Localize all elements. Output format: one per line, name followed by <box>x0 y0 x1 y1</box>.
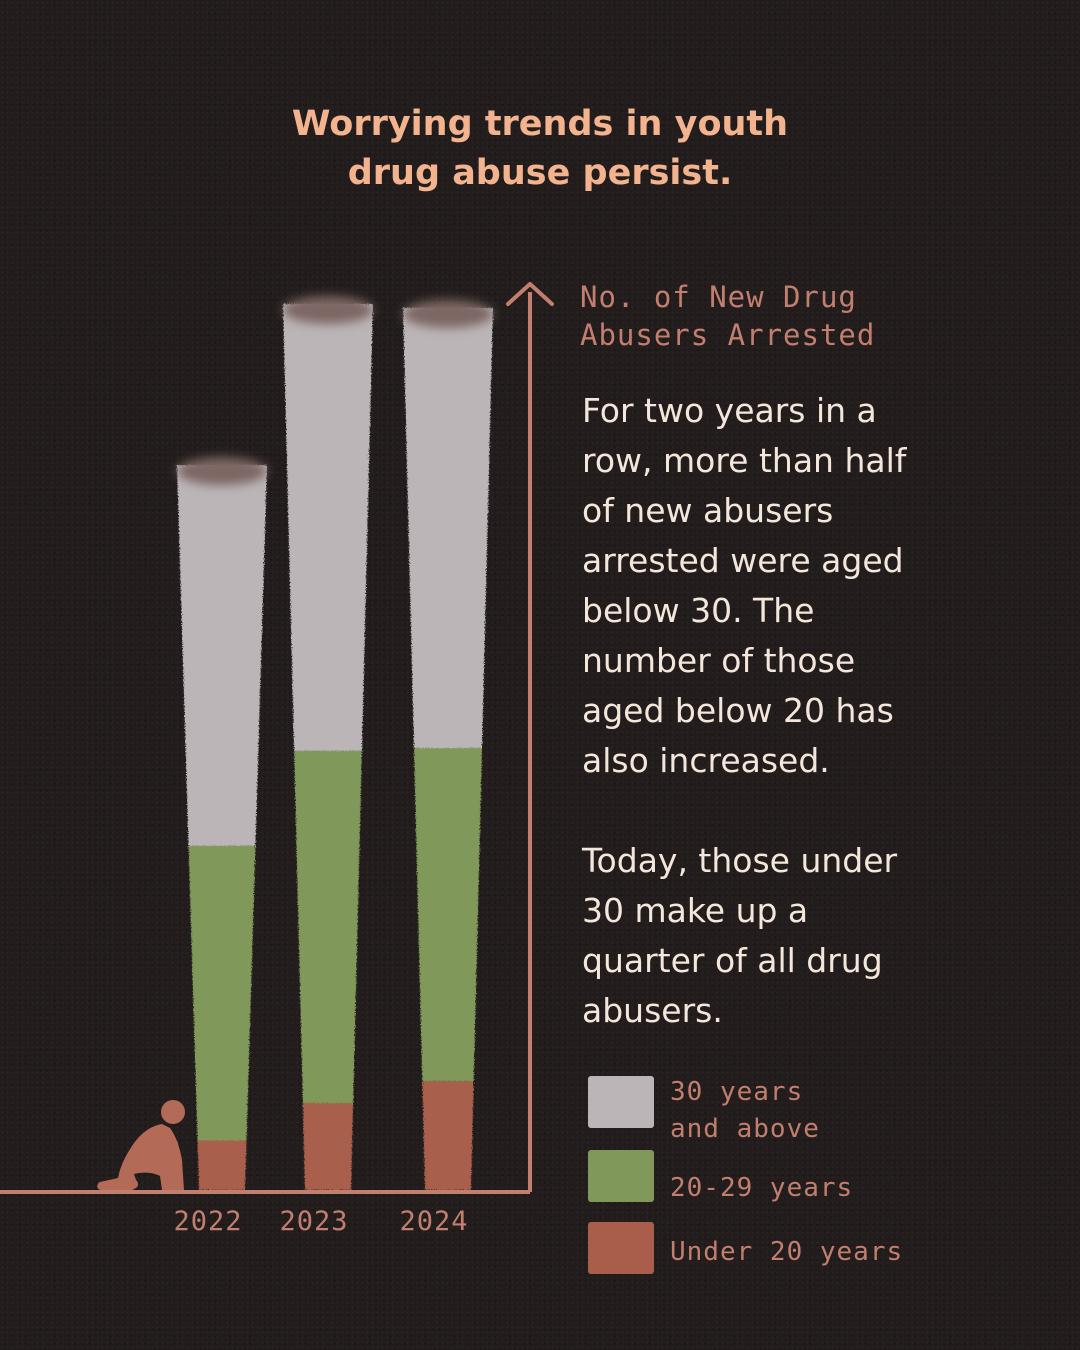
bar-smoke-tip-2024 <box>403 299 493 328</box>
annotation-line: 30 make up a <box>582 891 809 930</box>
bar-30-above-2024 <box>403 307 493 748</box>
chart-title: Worrying trends in youth drug abuse pers… <box>190 100 890 198</box>
legend-label-under-20: Under 20 years <box>670 1234 903 1271</box>
seated-figure-icon <box>97 1100 185 1190</box>
legend-swatch-30-above <box>588 1076 654 1128</box>
title-line-1: Worrying trends in youth <box>291 104 789 144</box>
x-tick-label-2022: 2022 <box>173 1206 242 1237</box>
annotation-text: For two years in a row, more than half o… <box>582 386 962 1086</box>
bars-group <box>177 295 493 1190</box>
title-line-2: drug abuse persist. <box>347 153 733 193</box>
bar-20-29-2022 <box>188 845 256 1141</box>
bar-20-29-2024 <box>413 747 483 1082</box>
bar-under-20-2023 <box>302 1102 354 1190</box>
legend-label-20-29: 20-29 years <box>670 1170 853 1207</box>
legend-swatch-20-29 <box>588 1150 654 1202</box>
annotation-line: Today, those under <box>582 841 898 880</box>
y-axis-title: No. of New Drug Abusers Arrested <box>580 278 875 354</box>
annotation-line: of new abusers <box>582 491 834 530</box>
annotation-line: arrested were aged <box>582 541 904 580</box>
bar-20-29-2023 <box>294 750 362 1103</box>
bar-smoke-tip-2022 <box>177 457 267 486</box>
legend-label-30-above: 30 years and above <box>670 1074 820 1148</box>
legend-label-line: 30 years <box>670 1077 804 1107</box>
up-arrow-icon <box>506 282 554 306</box>
annotation-line: also increased. <box>582 741 830 780</box>
annotation-paragraph-1: For two years in a row, more than half o… <box>582 386 962 786</box>
y-axis-title-line-2: Abusers Arrested <box>580 318 876 352</box>
bar-under-20-2024 <box>422 1081 474 1190</box>
annotation-line: number of those <box>582 641 856 680</box>
annotation-line: below 30. The <box>582 591 815 630</box>
x-tick-label-2024: 2024 <box>399 1206 468 1237</box>
bar-smoke-tip-2023 <box>283 295 373 324</box>
bar-under-20-2022 <box>197 1140 247 1190</box>
annotation-line: row, more than half <box>582 441 907 480</box>
annotation-line: For two years in a <box>582 391 877 430</box>
bar-30-above-2022 <box>177 465 267 846</box>
x-tick-labels: 2022 2023 2024 <box>173 1206 468 1237</box>
legend-swatch-under-20 <box>588 1222 654 1274</box>
y-axis-title-line-1: No. of New Drug <box>580 280 857 314</box>
legend-label-line: and above <box>670 1114 820 1144</box>
x-tick-label-2023: 2023 <box>279 1206 348 1237</box>
annotation-line: abusers. <box>582 991 723 1030</box>
annotation-paragraph-2: Today, those under 30 make up a quarter … <box>582 836 962 1036</box>
bar-30-above-2023 <box>283 303 373 751</box>
legend-label-line: 20-29 years <box>670 1173 854 1203</box>
annotation-line: aged below 20 has <box>582 691 894 730</box>
legend-label-line: Under 20 years <box>670 1237 904 1267</box>
annotation-line: quarter of all drug <box>582 941 883 980</box>
